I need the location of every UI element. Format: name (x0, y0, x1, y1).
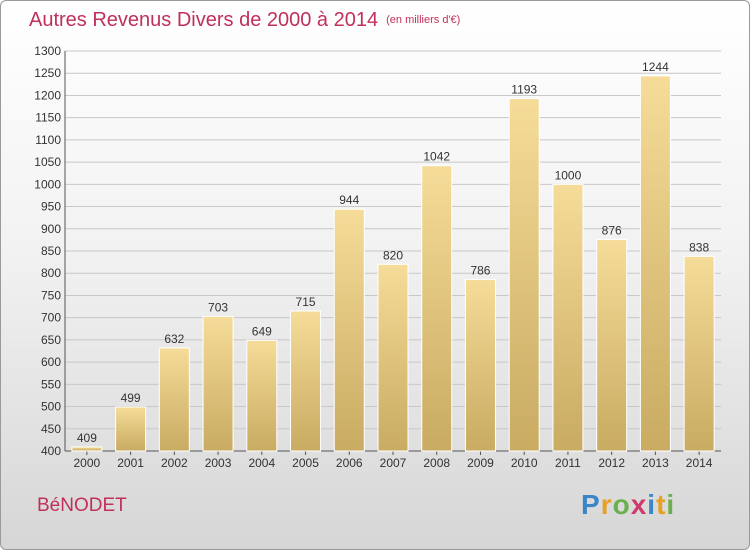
bar (246, 339, 278, 452)
x-tick-label: 2003 (205, 456, 232, 470)
y-tick-label: 650 (41, 333, 61, 347)
bar-value-label: 632 (164, 332, 184, 346)
logo-letter: i (666, 489, 676, 520)
bar (596, 238, 628, 452)
bar-value-label: 703 (208, 300, 228, 314)
x-tick-label: 2006 (336, 456, 363, 470)
bar-value-label: 820 (383, 248, 403, 262)
y-tick-label: 1300 (34, 44, 61, 58)
y-tick-label: 1000 (34, 177, 61, 191)
y-tick-label: 750 (41, 288, 61, 302)
bar (464, 278, 496, 452)
bar-value-label: 1042 (423, 150, 450, 164)
y-tick-label: 1100 (35, 133, 61, 147)
y-tick-label: 500 (41, 400, 61, 414)
bar (508, 98, 540, 452)
bar-value-label: 838 (689, 240, 709, 254)
x-tick-label: 2001 (117, 456, 144, 470)
bar (333, 208, 365, 452)
bar-value-label: 1244 (642, 60, 669, 74)
bar-value-label: 1000 (555, 168, 582, 182)
x-tick-label: 2008 (423, 456, 450, 470)
labels: 409 499 632 703 649 715 944 820 1042 786 1193 1000 8… (77, 60, 710, 445)
x-tick-label: 2004 (248, 456, 275, 470)
logo-letter: r (600, 489, 613, 520)
bar (639, 75, 671, 452)
commune-name: BéNODET (37, 495, 127, 516)
x-tick-label: 2011 (555, 456, 581, 470)
bar-value-label: 944 (339, 193, 359, 207)
bar-value-label: 786 (470, 263, 490, 277)
y-tick-label: 850 (41, 244, 61, 258)
bar-value-label: 876 (602, 223, 622, 237)
proxiti-logo: Proxiti (581, 489, 675, 521)
chart-title-text: Autres Revenus Divers de 2000 à 2014 (29, 9, 379, 31)
x-tick-label: 2000 (74, 456, 101, 470)
x-tick-label: 2007 (380, 456, 407, 470)
y-tick-label: 450 (41, 422, 61, 436)
bar (115, 406, 147, 452)
bar-value-label: 409 (77, 431, 97, 445)
y-tick-label: 550 (41, 377, 61, 391)
x-tick-label: 2012 (598, 456, 625, 470)
bar (71, 446, 103, 452)
y-tick-label: 1150 (35, 111, 61, 125)
logo-letter: o (612, 489, 631, 520)
y-tick-label: 700 (41, 311, 61, 325)
logo-letter: t (656, 489, 667, 520)
bar (290, 310, 322, 452)
y-tick-label: 1050 (34, 155, 61, 169)
y-tick-label: 1200 (34, 88, 61, 102)
bar (202, 315, 234, 452)
x-tick-label: 2010 (511, 456, 538, 470)
y-tick-label: 800 (41, 266, 61, 280)
bars (71, 75, 715, 452)
x-tick-label: 2002 (161, 456, 188, 470)
y-tick-label: 600 (41, 355, 61, 369)
y-tick-label: 950 (41, 200, 61, 214)
chart-subtitle: (en milliers d'€) (386, 14, 461, 26)
chart-title: Autres Revenus Divers de 2000 à 2014 (en … (29, 9, 460, 32)
x-tick-label: 2005 (292, 456, 319, 470)
bar (377, 263, 409, 452)
logo-letter: x (630, 489, 648, 520)
x-tick-label: 2009 (467, 456, 494, 470)
bar-value-label: 499 (121, 391, 141, 405)
bar (683, 255, 715, 452)
bar (158, 347, 190, 452)
bar (421, 165, 453, 452)
y-tick-label: 400 (41, 444, 61, 458)
x-tick-label: 2013 (642, 456, 669, 470)
y-tick-label: 1250 (34, 66, 61, 80)
logo-letter: i (647, 489, 657, 520)
bar-value-label: 1193 (511, 83, 537, 97)
bar-value-label: 715 (296, 295, 316, 309)
y-tick-label: 900 (41, 222, 61, 236)
logo-letter: P (581, 489, 601, 520)
bar (552, 183, 584, 452)
axes: 400 450 500 550 600 650 700 750 800 850 900 950 1000… (34, 44, 721, 470)
x-tick-label: 2014 (686, 456, 713, 470)
bar-value-label: 649 (252, 324, 272, 338)
